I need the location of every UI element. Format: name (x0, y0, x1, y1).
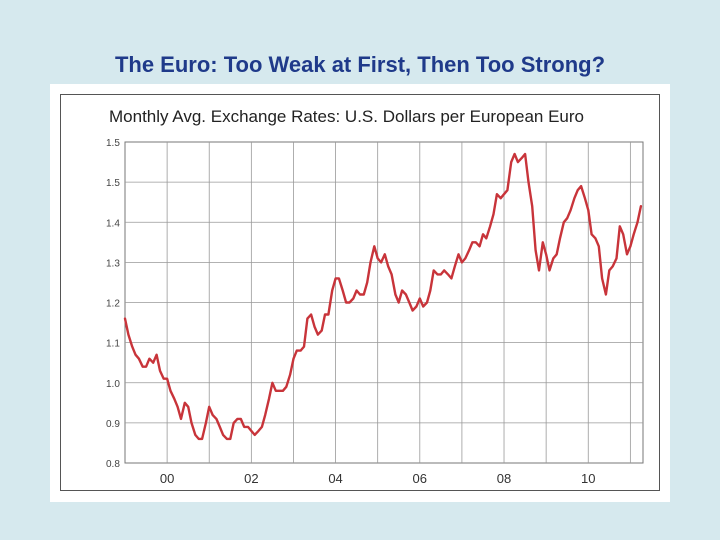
y-tick-label: 1.1 (106, 339, 120, 350)
y-tick-label: 1.2 (106, 299, 120, 310)
x-tick-label: 04 (328, 471, 342, 486)
line-layer (123, 152, 643, 441)
slide-title: The Euro: Too Weak at First, Then Too St… (114, 52, 606, 77)
y-tick-label: 1.4 (106, 218, 120, 229)
chart-title: Monthly Avg. Exchange Rates: U.S. Dollar… (109, 107, 584, 126)
y-tick-label: 1.3 (106, 258, 120, 269)
exchange-rate-chart: Monthly Avg. Exchange Rates: U.S. Dollar… (106, 107, 644, 486)
y-tick-label: 1.5 (106, 178, 120, 189)
series-line (123, 152, 643, 441)
chart-card: Monthly Avg. Exchange Rates: U.S. Dollar… (50, 84, 670, 502)
x-tick-label: 00 (160, 471, 174, 486)
y-tick-label: 0.9 (106, 419, 120, 430)
tick-layer: 0.8 0.9 1.0 1.1 1.2 1.3 1.4 1.5 1.5 00 02 04 06 08 10 (106, 138, 595, 486)
grid-layer (124, 141, 644, 464)
x-tick-label: 10 (581, 471, 595, 486)
chart-frame: Monthly Avg. Exchange Rates: U.S. Dollar… (60, 94, 660, 491)
y-tick-label: 0.8 (106, 459, 120, 470)
x-tick-label: 08 (497, 471, 511, 486)
y-tick-label: 1.5 (106, 138, 120, 149)
x-tick-label: 06 (413, 471, 427, 486)
x-tick-label: 02 (244, 471, 258, 486)
y-tick-label: 1.0 (106, 379, 120, 390)
